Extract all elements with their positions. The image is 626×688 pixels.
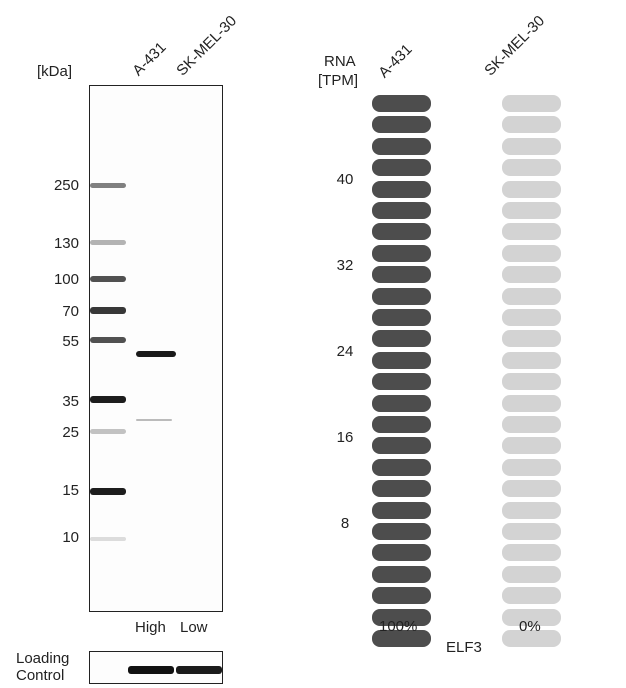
rna-segment-a431 — [372, 458, 431, 476]
loading-control-blot — [89, 651, 223, 684]
rna-segment-skmel30 — [502, 480, 561, 498]
rna-segment-skmel30 — [502, 244, 561, 262]
rna-axis-title-line2: [TPM] — [318, 72, 358, 89]
sample-band-a431-main — [136, 351, 176, 357]
ladder-band-35 — [90, 396, 126, 403]
rna-segment-a431 — [372, 394, 431, 412]
rna-segment-skmel30 — [502, 608, 561, 626]
rna-segment-skmel30 — [502, 180, 561, 198]
marker-label-15: 15 — [62, 482, 79, 499]
marker-label-55: 55 — [62, 333, 79, 350]
ladder-band-55 — [90, 337, 126, 343]
rna-segment-skmel30 — [502, 630, 561, 647]
marker-label-35: 35 — [62, 393, 79, 410]
rna-segment-skmel30 — [502, 523, 561, 540]
rna-segment-skmel30 — [502, 137, 561, 155]
rna-segment-a431 — [372, 137, 431, 155]
rna-segment-skmel30 — [502, 437, 561, 455]
rna-segment-a431 — [372, 480, 431, 498]
rna-segment-skmel30 — [502, 116, 561, 134]
rna-sample-label-a431: A-431 — [375, 40, 416, 82]
marker-label-100: 100 — [53, 271, 79, 288]
rna-segment-skmel30 — [502, 309, 561, 326]
rna-segment-a431 — [372, 116, 431, 134]
rna-segment-a431 — [372, 309, 431, 326]
rna-tick-40: 40 — [336, 171, 354, 188]
rna-segment-skmel30 — [502, 351, 561, 369]
rna-segment-a431 — [372, 544, 431, 562]
rna-segment-skmel30 — [502, 394, 561, 412]
rna-segment-skmel30 — [502, 159, 561, 177]
loading-control-label-line1: Loading — [16, 650, 70, 667]
kda-unit-label: [kDa] — [37, 63, 73, 80]
ladder-band-70 — [90, 307, 126, 314]
rna-segment-a431 — [372, 244, 431, 262]
rna-segment-a431 — [372, 373, 431, 391]
rna-tick-32: 32 — [336, 257, 354, 274]
sample-band-a431-faint — [136, 419, 172, 421]
rna-segment-skmel30 — [502, 501, 561, 519]
rna-segment-a431 — [372, 565, 431, 583]
rna-segment-a431 — [372, 630, 431, 647]
ladder-band-15 — [90, 488, 126, 495]
rna-sample-label-skmel30: SK-MEL-30 — [481, 12, 549, 80]
rna-segment-skmel30 — [502, 587, 561, 605]
blot-lane-label-skmel30: SK-MEL-30 — [173, 12, 241, 80]
rna-segment-skmel30 — [502, 565, 561, 583]
marker-label-130: 130 — [53, 235, 79, 252]
rna-segment-a431 — [372, 330, 431, 348]
rna-segment-skmel30 — [502, 330, 561, 348]
rna-segment-a431 — [372, 95, 431, 112]
rna-segment-skmel30 — [502, 202, 561, 219]
rna-segment-a431 — [372, 416, 431, 433]
loading-control-label-line2: Control — [16, 667, 65, 684]
rna-segment-skmel30 — [502, 458, 561, 476]
rna-segment-a431 — [372, 351, 431, 369]
marker-label-250: 250 — [53, 177, 79, 194]
ladder-band-100 — [90, 276, 126, 282]
rna-segment-a431 — [372, 223, 431, 241]
rna-segment-a431 — [372, 202, 431, 219]
rna-segment-skmel30 — [502, 544, 561, 562]
loading-band-skmel30 — [176, 666, 222, 674]
rna-percentage-a431: 100% — [379, 618, 418, 635]
rna-segment-a431 — [372, 437, 431, 455]
rna-segment-skmel30 — [502, 287, 561, 305]
rna-segment-skmel30 — [502, 373, 561, 391]
blot-lane-label-a431: A-431 — [129, 38, 170, 80]
rna-segment-a431 — [372, 287, 431, 305]
rna-segment-skmel30 — [502, 416, 561, 433]
lane-level-high: High — [135, 619, 166, 636]
rna-segment-skmel30 — [502, 95, 561, 112]
lane-level-low: Low — [180, 619, 208, 636]
rna-segment-a431 — [372, 523, 431, 540]
rna-segment-a431 — [372, 180, 431, 198]
rna-segment-a431 — [372, 587, 431, 605]
western-blot-membrane — [89, 85, 223, 612]
gene-name: ELF3 — [446, 639, 482, 656]
rna-axis-title-line1: RNA — [324, 53, 356, 70]
rna-segment-a431 — [372, 608, 431, 626]
loading-band-a431 — [128, 666, 174, 674]
rna-tick-16: 16 — [336, 429, 354, 446]
rna-percentage-skmel30: 0% — [519, 618, 541, 635]
ladder-band-250 — [90, 183, 126, 188]
marker-label-70: 70 — [62, 303, 79, 320]
rna-segment-skmel30 — [502, 266, 561, 284]
rna-segment-skmel30 — [502, 223, 561, 241]
ladder-band-25 — [90, 429, 126, 434]
marker-label-25: 25 — [62, 424, 79, 441]
rna-segment-a431 — [372, 266, 431, 284]
ladder-band-130 — [90, 240, 126, 245]
marker-label-10: 10 — [62, 529, 79, 546]
rna-tick-24: 24 — [336, 343, 354, 360]
rna-segment-a431 — [372, 159, 431, 177]
ladder-band-10 — [90, 537, 126, 541]
rna-segment-a431 — [372, 501, 431, 519]
rna-tick-8: 8 — [340, 515, 350, 532]
